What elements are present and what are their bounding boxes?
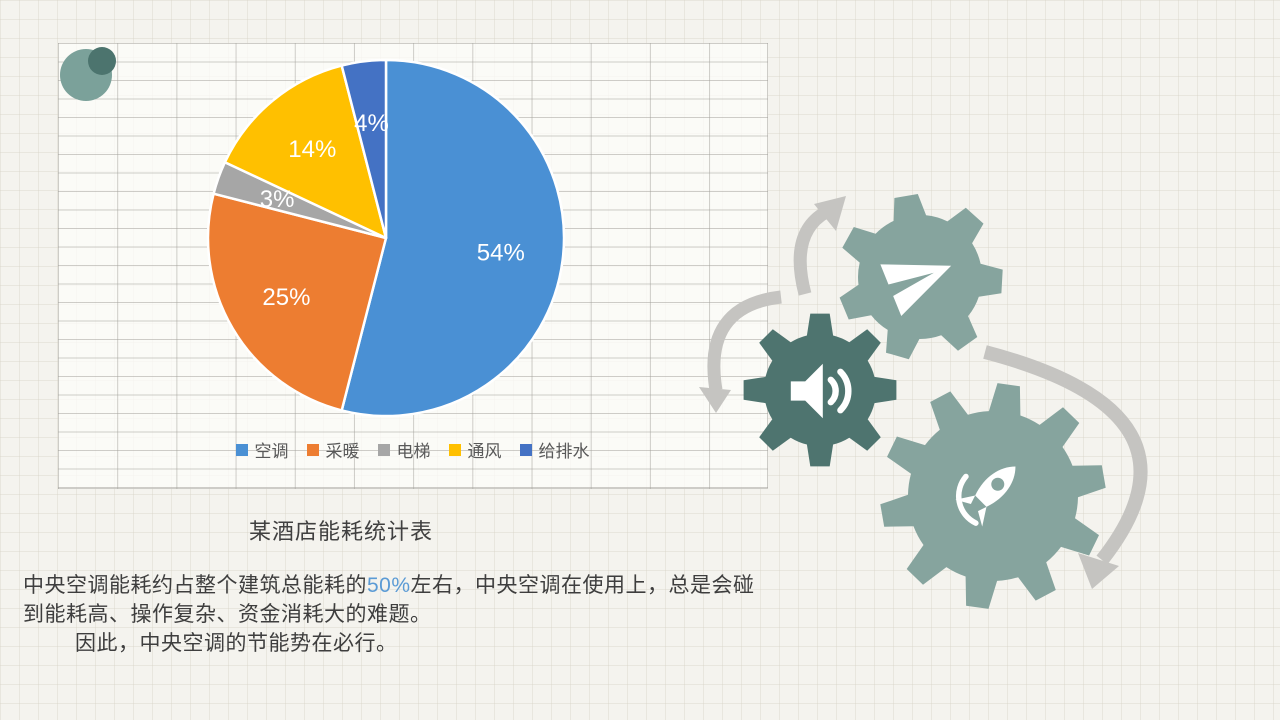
highlight-50-percent: 50% <box>367 574 411 597</box>
pie-data-label: 54% <box>477 240 525 267</box>
legend-label: 通风 <box>467 442 502 461</box>
gear-rocket <box>880 383 1106 609</box>
paper-plane-icon <box>880 264 952 317</box>
body-text: 中央空调能耗约占整个建筑总能耗的50%左右，中央空调在使用上，总是会碰 到能耗高… <box>23 571 893 658</box>
pie-slice-空调 <box>340 58 566 418</box>
legend-item-给排水: 给排水 <box>519 437 590 462</box>
curved-arrow-up <box>793 196 846 296</box>
curved-arrow-right <box>983 345 1148 589</box>
body-line-3: 因此，中央空调的节能势在必行。 <box>75 632 398 655</box>
legend-item-通风: 通风 <box>448 437 502 462</box>
speaker-icon <box>790 363 852 419</box>
legend-item-电梯: 电梯 <box>377 437 431 462</box>
chart-legend: 空调 采暖 电梯 通风 给排水 <box>58 437 767 462</box>
legend-label: 给排水 <box>538 442 590 461</box>
gear-paper-plane <box>839 194 1003 360</box>
body-line-1-post: 左右，中央空调在使用上，总是会碰 <box>410 574 755 597</box>
pie-data-label: 3% <box>260 186 295 213</box>
legend-swatch <box>377 443 390 456</box>
legend-item-采暖: 采暖 <box>306 437 360 462</box>
legend-label: 采暖 <box>325 442 360 461</box>
legend-swatch <box>306 443 319 456</box>
body-line-1: 中央空调能耗约占整个建筑总能耗的50%左右，中央空调在使用上，总是会碰 <box>23 571 893 600</box>
rocket-icon <box>955 466 1016 527</box>
legend-label: 空调 <box>254 442 289 461</box>
pie-chart: 54% 25% 3% 14% 4% <box>206 58 566 418</box>
chart-caption: 某酒店能耗统计表 <box>249 519 434 544</box>
legend-label: 电梯 <box>396 442 431 461</box>
pie-slice-给排水 <box>340 58 388 240</box>
body-line-1-pre: 中央空调能耗约占整个建筑总能耗的 <box>23 574 367 597</box>
pie-data-label: 14% <box>288 136 336 163</box>
pie-slice-采暖 <box>206 192 388 412</box>
pie-data-label: 25% <box>262 284 310 311</box>
pie-slice-通风 <box>223 64 388 240</box>
pie-data-label: 4% <box>354 110 389 137</box>
legend-swatch <box>519 443 532 456</box>
legend-swatch <box>235 443 248 456</box>
legend-item-空调: 空调 <box>235 437 289 462</box>
legend-swatch <box>448 443 461 456</box>
body-line-2: 到能耗高、操作复杂、资金消耗大的难题。 <box>23 603 432 626</box>
